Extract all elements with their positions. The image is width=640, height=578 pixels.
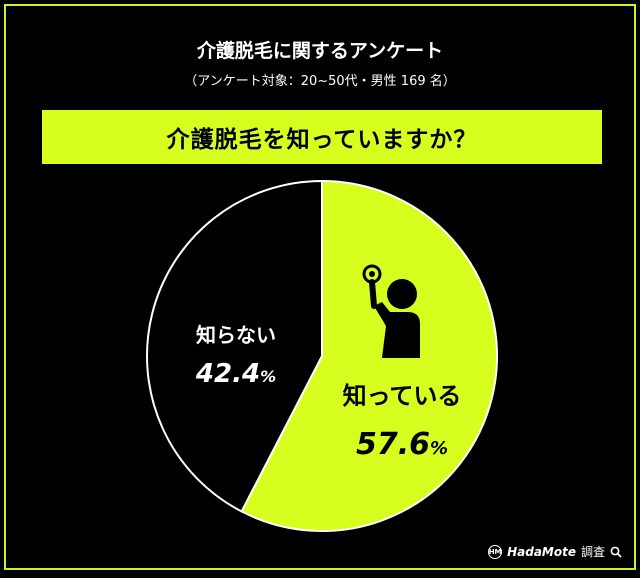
hadamote-logo-icon: HM xyxy=(488,544,503,559)
slice-value-0: 57.6% xyxy=(356,427,448,462)
magnifier-icon xyxy=(610,546,622,558)
brand-name: HadaMote xyxy=(507,544,576,559)
question-text: 介護脱毛を知っていますか？ xyxy=(166,127,478,153)
brand-suffix: 調査 xyxy=(580,545,605,559)
infographic: 介護脱毛に関するアンケート （アンケート対象：20~50代・男性 169 名） … xyxy=(4,4,636,570)
slice-value-1: 42.4% xyxy=(195,359,276,389)
slice-label-0: 知っている xyxy=(343,382,462,410)
question-banner: 介護脱毛を知っていますか？ xyxy=(42,110,602,164)
survey-subtitle: （アンケート対象：20~50代・男性 169 名） xyxy=(184,74,456,89)
slice-label-1: 知らない xyxy=(196,323,276,347)
person-raising-hand-icon xyxy=(362,264,420,358)
page-title: 介護脱毛に関するアンケート xyxy=(196,40,444,62)
pie-slice-0 xyxy=(240,179,498,532)
pie-labels: 知っている 57.6% 知らない 42.4% xyxy=(195,323,462,462)
pie-chart: 知っている 57.6% 知らない 42.4% xyxy=(146,179,498,532)
brand-footer: HM HadaMote 調査 xyxy=(488,543,622,560)
pie-slice-1 xyxy=(146,179,323,513)
pie-slices xyxy=(146,179,498,532)
